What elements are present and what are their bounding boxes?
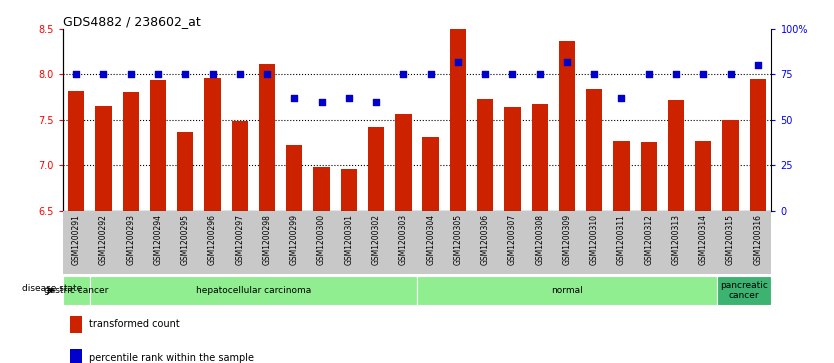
Bar — [450, 29, 466, 211]
Point — [615, 95, 628, 101]
Text: GSM1200299: GSM1200299 — [289, 214, 299, 265]
Text: GSM1200308: GSM1200308 — [535, 214, 545, 265]
Text: transformed count: transformed count — [89, 319, 180, 329]
Point — [342, 95, 355, 101]
Bar — [123, 92, 139, 211]
Bar — [395, 114, 411, 211]
Text: pancreatic
cancer: pancreatic cancer — [721, 281, 768, 300]
Text: GSM1200300: GSM1200300 — [317, 214, 326, 265]
Text: GSM1200295: GSM1200295 — [181, 214, 190, 265]
Point — [124, 72, 138, 77]
Bar — [722, 120, 739, 211]
Bar — [477, 99, 494, 211]
FancyBboxPatch shape — [90, 276, 417, 305]
Bar — [204, 78, 221, 211]
Bar — [423, 137, 439, 211]
Text: GSM1200301: GSM1200301 — [344, 214, 354, 265]
Text: GDS4882 / 238602_at: GDS4882 / 238602_at — [63, 15, 200, 28]
Bar — [668, 100, 684, 211]
Point — [151, 72, 164, 77]
Text: GSM1200307: GSM1200307 — [508, 214, 517, 265]
Bar — [559, 41, 575, 211]
Bar — [505, 107, 520, 211]
Text: GSM1200306: GSM1200306 — [480, 214, 490, 265]
FancyBboxPatch shape — [717, 276, 771, 305]
Point — [696, 72, 710, 77]
Point — [315, 99, 329, 105]
Text: GSM1200291: GSM1200291 — [72, 214, 81, 265]
Bar — [531, 104, 548, 211]
Bar — [314, 167, 329, 211]
Point — [260, 72, 274, 77]
Text: GSM1200309: GSM1200309 — [562, 214, 571, 265]
Text: GSM1200297: GSM1200297 — [235, 214, 244, 265]
Point — [533, 72, 546, 77]
Bar — [750, 79, 766, 211]
Bar — [69, 349, 83, 363]
Text: GSM1200311: GSM1200311 — [617, 214, 626, 265]
Point — [642, 72, 656, 77]
Text: GSM1200296: GSM1200296 — [208, 214, 217, 265]
Point — [505, 72, 519, 77]
Text: GSM1200302: GSM1200302 — [372, 214, 380, 265]
Text: GSM1200305: GSM1200305 — [454, 214, 462, 265]
Bar — [368, 127, 384, 211]
Point — [397, 72, 410, 77]
Bar — [340, 169, 357, 211]
Point — [234, 72, 247, 77]
Text: normal: normal — [551, 286, 583, 295]
Text: GSM1200303: GSM1200303 — [399, 214, 408, 265]
Text: GSM1200304: GSM1200304 — [426, 214, 435, 265]
Bar — [286, 145, 303, 211]
Bar — [68, 91, 84, 211]
Point — [206, 72, 219, 77]
Bar — [586, 89, 602, 211]
Text: GSM1200316: GSM1200316 — [753, 214, 762, 265]
Bar — [641, 142, 657, 211]
Point — [670, 72, 683, 77]
FancyBboxPatch shape — [63, 276, 90, 305]
Text: disease state: disease state — [22, 284, 82, 293]
Point — [451, 59, 465, 65]
Bar — [695, 141, 711, 211]
Text: GSM1200294: GSM1200294 — [153, 214, 163, 265]
Text: GSM1200313: GSM1200313 — [671, 214, 681, 265]
Text: GSM1200312: GSM1200312 — [644, 214, 653, 265]
Bar — [95, 106, 112, 211]
Bar — [232, 121, 248, 211]
Point — [178, 72, 192, 77]
Bar — [177, 131, 193, 211]
Text: GSM1200310: GSM1200310 — [590, 214, 599, 265]
Point — [479, 72, 492, 77]
Bar — [69, 315, 83, 333]
FancyBboxPatch shape — [417, 276, 717, 305]
Text: GSM1200298: GSM1200298 — [263, 214, 272, 265]
Point — [587, 72, 600, 77]
Bar — [613, 141, 630, 211]
Bar — [150, 80, 166, 211]
Text: GSM1200314: GSM1200314 — [699, 214, 708, 265]
Point — [724, 72, 737, 77]
Point — [288, 95, 301, 101]
Text: GSM1200292: GSM1200292 — [99, 214, 108, 265]
Text: percentile rank within the sample: percentile rank within the sample — [89, 353, 254, 363]
Point — [560, 59, 574, 65]
Point — [69, 72, 83, 77]
Point — [369, 99, 383, 105]
Text: GSM1200315: GSM1200315 — [726, 214, 735, 265]
Text: gastric cancer: gastric cancer — [44, 286, 108, 295]
Text: hepatocellular carcinoma: hepatocellular carcinoma — [196, 286, 311, 295]
Point — [424, 72, 437, 77]
Bar — [259, 64, 275, 211]
Text: GSM1200293: GSM1200293 — [126, 214, 135, 265]
Point — [97, 72, 110, 77]
Point — [751, 62, 765, 68]
